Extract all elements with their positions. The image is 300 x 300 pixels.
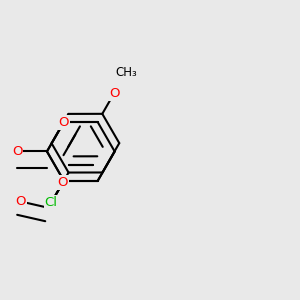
Text: Cl: Cl xyxy=(45,196,58,209)
Text: O: O xyxy=(58,116,69,129)
Text: O: O xyxy=(15,195,26,208)
Text: O: O xyxy=(109,87,119,100)
Text: O: O xyxy=(57,176,68,189)
Text: O: O xyxy=(12,145,22,158)
Text: CH₃: CH₃ xyxy=(115,66,137,79)
